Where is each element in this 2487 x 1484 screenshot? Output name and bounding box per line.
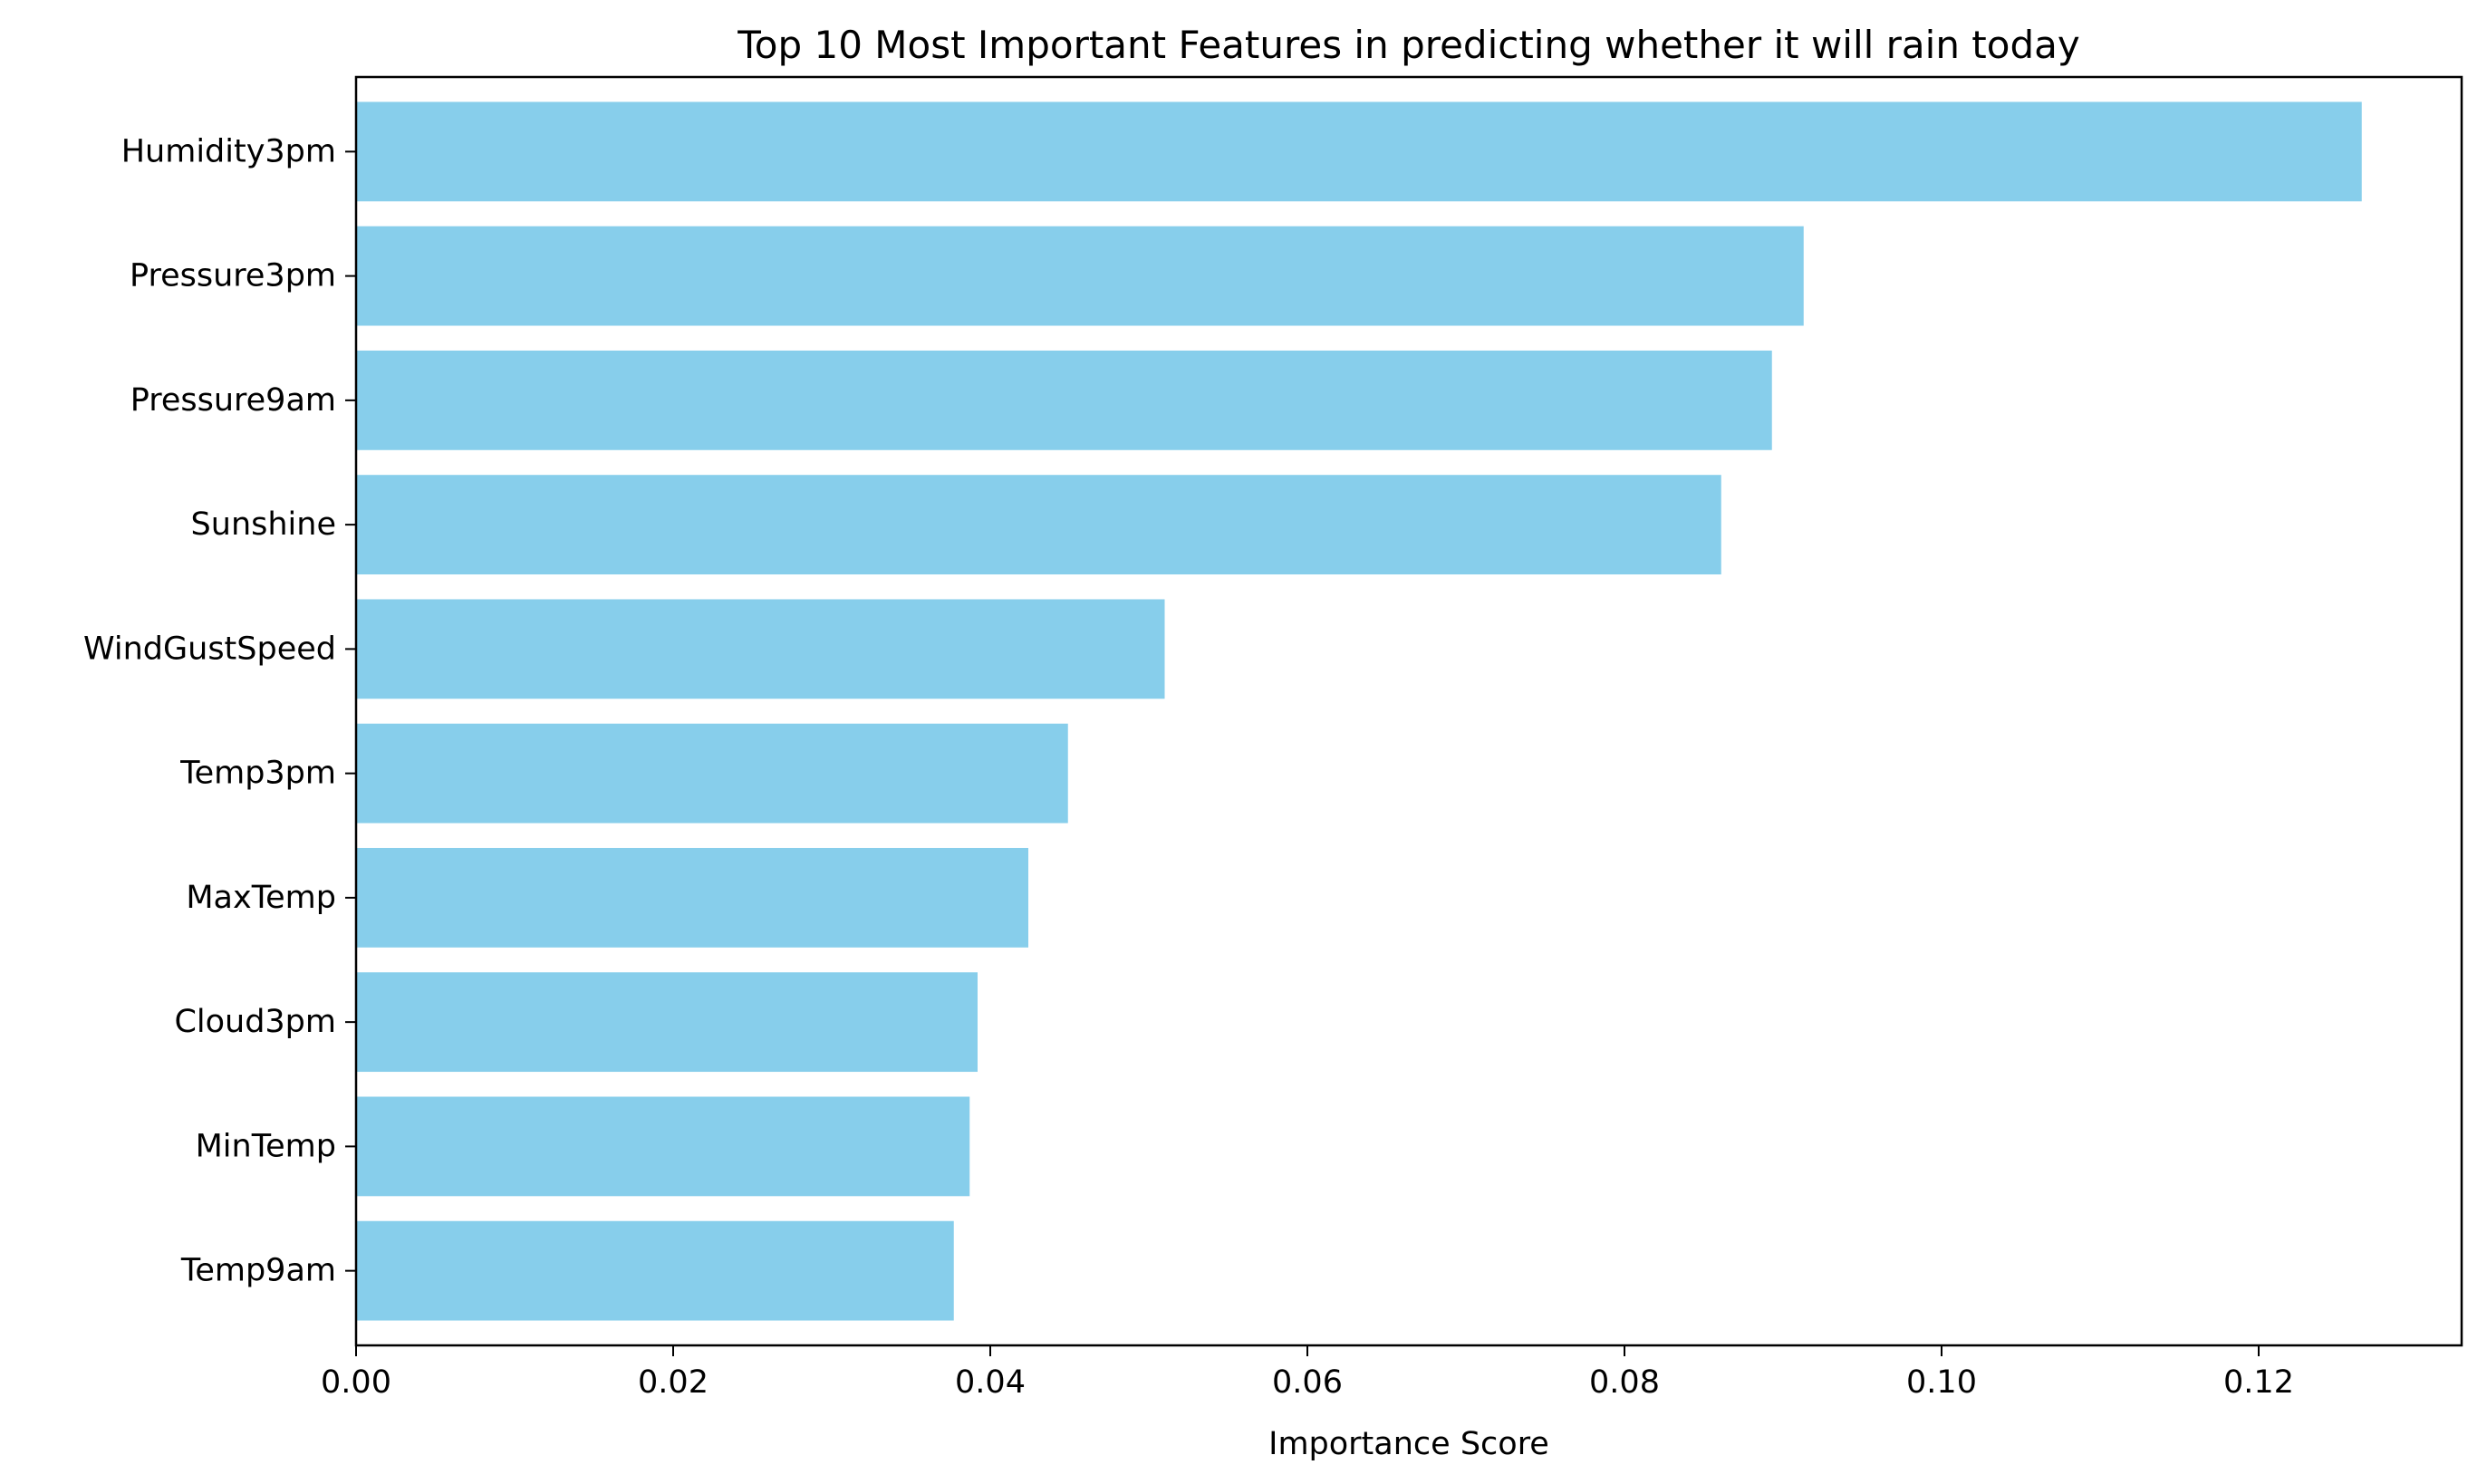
- bar-windgustspeed: [356, 599, 1165, 699]
- bar-mintemp: [356, 1096, 970, 1197]
- y-tick-label: MaxTemp: [186, 880, 336, 916]
- chart-title: Top 10 Most Important Features in predic…: [737, 23, 2079, 67]
- y-tick-label: Temp3pm: [179, 756, 336, 792]
- x-tick-label: 0.10: [1906, 1364, 1977, 1401]
- bar-humidity3pm: [356, 101, 2362, 202]
- y-tick-label: Humidity3pm: [121, 133, 336, 169]
- y-tick-label: Pressure3pm: [130, 258, 336, 294]
- bars-group: [356, 101, 2362, 1321]
- y-tick-label: Cloud3pm: [174, 1004, 336, 1040]
- y-axis-ticks: Humidity3pm Pressure3pm Pressure9am Sunshin…: [83, 133, 356, 1289]
- bar-cloud3pm: [356, 972, 978, 1073]
- bar-temp3pm: [356, 723, 1068, 824]
- x-tick-label: 0.08: [1589, 1364, 1660, 1401]
- bar-pressure3pm: [356, 226, 1804, 326]
- x-tick-label: 0.00: [321, 1364, 391, 1401]
- x-axis-ticks: 0.00 0.02 0.04 0.06 0.08 0.10 0.12: [321, 1345, 2294, 1401]
- bar-sunshine: [356, 475, 1721, 575]
- y-tick-label: Sunshine: [191, 506, 336, 543]
- y-tick-label: MinTemp: [196, 1128, 336, 1164]
- plot-frame: [354, 75, 2463, 1347]
- x-tick-label: 0.12: [2223, 1364, 2294, 1401]
- x-axis-label: Importance Score: [1268, 1426, 1549, 1462]
- bar-pressure9am: [356, 350, 1772, 450]
- x-tick-label: 0.04: [955, 1364, 1026, 1401]
- x-tick-label: 0.02: [638, 1364, 709, 1401]
- x-tick-label: 0.06: [1272, 1364, 1343, 1401]
- y-tick-label: Pressure9am: [130, 382, 336, 419]
- y-tick-label: Temp9am: [180, 1253, 336, 1289]
- y-tick-label: WindGustSpeed: [83, 631, 336, 667]
- bar-temp9am: [356, 1220, 954, 1321]
- bar-maxtemp: [356, 847, 1028, 948]
